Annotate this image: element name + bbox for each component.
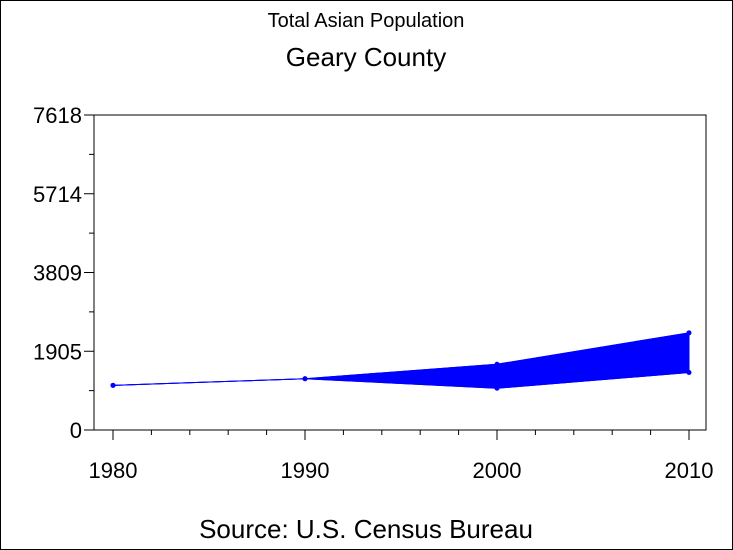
data-point xyxy=(302,376,308,382)
x-tick-label: 2010 xyxy=(665,458,714,483)
x-tick-label: 1990 xyxy=(281,458,330,483)
y-tick-label: 5714 xyxy=(33,182,82,207)
data-point xyxy=(494,385,500,391)
data-point xyxy=(110,382,116,388)
x-tick-label: 1980 xyxy=(89,458,138,483)
data-point xyxy=(494,361,500,367)
data-point xyxy=(686,330,692,336)
chart-source: Source: U.S. Census Bureau xyxy=(199,514,533,544)
x-tick-label: 2000 xyxy=(473,458,522,483)
series-line xyxy=(112,332,690,386)
data-point xyxy=(686,370,692,376)
plot-area: 0 1905 3809 5714 7618 1980 1990 2000 2010 xyxy=(33,103,713,483)
y-tick-label: 3809 xyxy=(33,261,82,286)
y-tick-label: 7618 xyxy=(33,103,82,128)
y-tick-label: 0 xyxy=(70,418,82,443)
chart-title: Total Asian Population xyxy=(268,10,465,32)
chart-subtitle: Geary County xyxy=(286,42,446,72)
y-tick-label: 1905 xyxy=(33,339,82,364)
